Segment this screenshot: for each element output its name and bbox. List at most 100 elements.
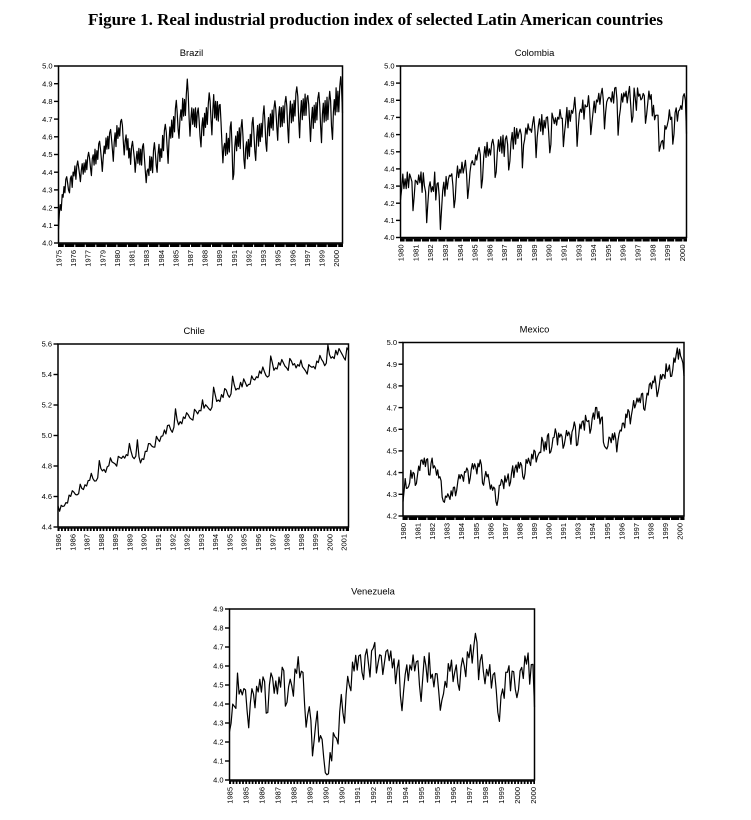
svg-text:1977: 1977 [84, 250, 93, 267]
svg-text:1988: 1988 [201, 250, 210, 267]
svg-text:5.0: 5.0 [387, 338, 397, 347]
svg-text:1986: 1986 [485, 245, 494, 262]
svg-text:1980: 1980 [113, 250, 122, 267]
svg-text:2000: 2000 [326, 534, 335, 551]
svg-text:1993: 1993 [259, 250, 268, 267]
svg-text:4.8: 4.8 [387, 382, 397, 391]
svg-text:1993: 1993 [574, 523, 583, 540]
svg-text:4.7: 4.7 [384, 113, 394, 122]
svg-text:1985: 1985 [242, 787, 251, 804]
svg-text:1997: 1997 [634, 245, 643, 262]
svg-text:1989: 1989 [530, 245, 539, 262]
svg-text:1990: 1990 [140, 534, 149, 551]
svg-text:1990: 1990 [545, 523, 554, 540]
svg-text:1983: 1983 [443, 523, 452, 540]
svg-text:1987: 1987 [500, 245, 509, 262]
svg-text:4.4: 4.4 [213, 700, 223, 709]
svg-text:1996: 1996 [617, 523, 626, 540]
svg-text:4.9: 4.9 [42, 79, 52, 88]
svg-text:1997: 1997 [465, 787, 474, 804]
svg-text:1995: 1995 [240, 534, 249, 551]
svg-text:Chile: Chile [184, 325, 205, 336]
svg-text:4.8: 4.8 [384, 96, 394, 105]
svg-text:1993: 1993 [385, 787, 394, 804]
svg-text:4.2: 4.2 [384, 199, 394, 208]
svg-text:4.3: 4.3 [387, 490, 397, 499]
svg-text:4.0: 4.0 [384, 233, 394, 242]
svg-text:1980: 1980 [397, 245, 406, 262]
svg-text:1991: 1991 [230, 250, 239, 267]
svg-text:1997: 1997 [268, 534, 277, 551]
svg-text:4.6: 4.6 [42, 492, 52, 501]
svg-text:1987: 1987 [501, 523, 510, 540]
svg-text:1989: 1989 [125, 534, 134, 551]
svg-text:4.2: 4.2 [213, 738, 223, 747]
svg-text:Brazil: Brazil [180, 47, 203, 58]
svg-text:1981: 1981 [414, 523, 423, 540]
svg-text:1998: 1998 [646, 523, 655, 540]
svg-text:4.7: 4.7 [42, 115, 52, 124]
svg-text:1996: 1996 [619, 245, 628, 262]
svg-text:1986: 1986 [54, 534, 63, 551]
svg-text:4.9: 4.9 [387, 360, 397, 369]
svg-text:4.5: 4.5 [42, 150, 52, 159]
svg-text:4.7: 4.7 [387, 403, 397, 412]
svg-text:1995: 1995 [603, 523, 612, 540]
svg-text:1982: 1982 [426, 245, 435, 262]
svg-text:4.8: 4.8 [42, 462, 52, 471]
svg-text:1989: 1989 [530, 523, 539, 540]
svg-text:1989: 1989 [305, 787, 314, 804]
svg-text:4.9: 4.9 [213, 605, 223, 614]
svg-text:2000: 2000 [678, 245, 687, 262]
svg-text:1998: 1998 [283, 534, 292, 551]
svg-text:4.5: 4.5 [384, 147, 394, 156]
svg-text:1975: 1975 [55, 250, 64, 267]
svg-text:1985: 1985 [471, 245, 480, 262]
svg-text:1997: 1997 [632, 523, 641, 540]
svg-text:1988: 1988 [515, 245, 524, 262]
svg-text:4.8: 4.8 [42, 97, 52, 106]
svg-text:1981: 1981 [128, 250, 137, 267]
svg-text:4.1: 4.1 [42, 221, 52, 230]
svg-text:1987: 1987 [273, 787, 282, 804]
svg-text:1983: 1983 [441, 245, 450, 262]
svg-text:1998: 1998 [648, 245, 657, 262]
svg-text:1980: 1980 [399, 523, 408, 540]
svg-text:4.3: 4.3 [384, 182, 394, 191]
svg-text:1986: 1986 [257, 787, 266, 804]
svg-text:4.6: 4.6 [42, 133, 52, 142]
svg-text:1989: 1989 [111, 534, 120, 551]
svg-text:1991: 1991 [559, 245, 568, 262]
svg-text:Colombia: Colombia [515, 47, 555, 58]
svg-text:1995: 1995 [433, 787, 442, 804]
svg-text:1976: 1976 [69, 250, 78, 267]
svg-text:1979: 1979 [98, 250, 107, 267]
svg-text:4.1: 4.1 [384, 216, 394, 225]
svg-text:4.5: 4.5 [213, 681, 223, 690]
svg-text:1984: 1984 [456, 245, 465, 262]
svg-text:4.0: 4.0 [42, 239, 52, 248]
svg-text:1988: 1988 [289, 787, 298, 804]
svg-text:1992: 1992 [168, 534, 177, 551]
svg-text:1996: 1996 [449, 787, 458, 804]
svg-text:4.1: 4.1 [213, 757, 223, 766]
svg-text:1987: 1987 [83, 534, 92, 551]
svg-text:1986: 1986 [486, 523, 495, 540]
svg-text:4.3: 4.3 [213, 719, 223, 728]
svg-text:1992: 1992 [369, 787, 378, 804]
svg-text:4.2: 4.2 [42, 203, 52, 212]
svg-text:1985: 1985 [171, 250, 180, 267]
svg-text:4.6: 4.6 [384, 130, 394, 139]
svg-text:1984: 1984 [457, 523, 466, 540]
svg-text:1990: 1990 [321, 787, 330, 804]
svg-text:1989: 1989 [215, 250, 224, 267]
svg-text:1991: 1991 [559, 523, 568, 540]
svg-text:Venezuela: Venezuela [351, 586, 396, 597]
svg-text:5.0: 5.0 [42, 431, 52, 440]
svg-text:1984: 1984 [157, 250, 166, 267]
svg-text:1991: 1991 [353, 787, 362, 804]
svg-text:1998: 1998 [481, 787, 490, 804]
svg-text:4.7: 4.7 [213, 643, 223, 652]
svg-text:4.4: 4.4 [42, 523, 52, 532]
svg-text:Mexico: Mexico [520, 324, 550, 335]
